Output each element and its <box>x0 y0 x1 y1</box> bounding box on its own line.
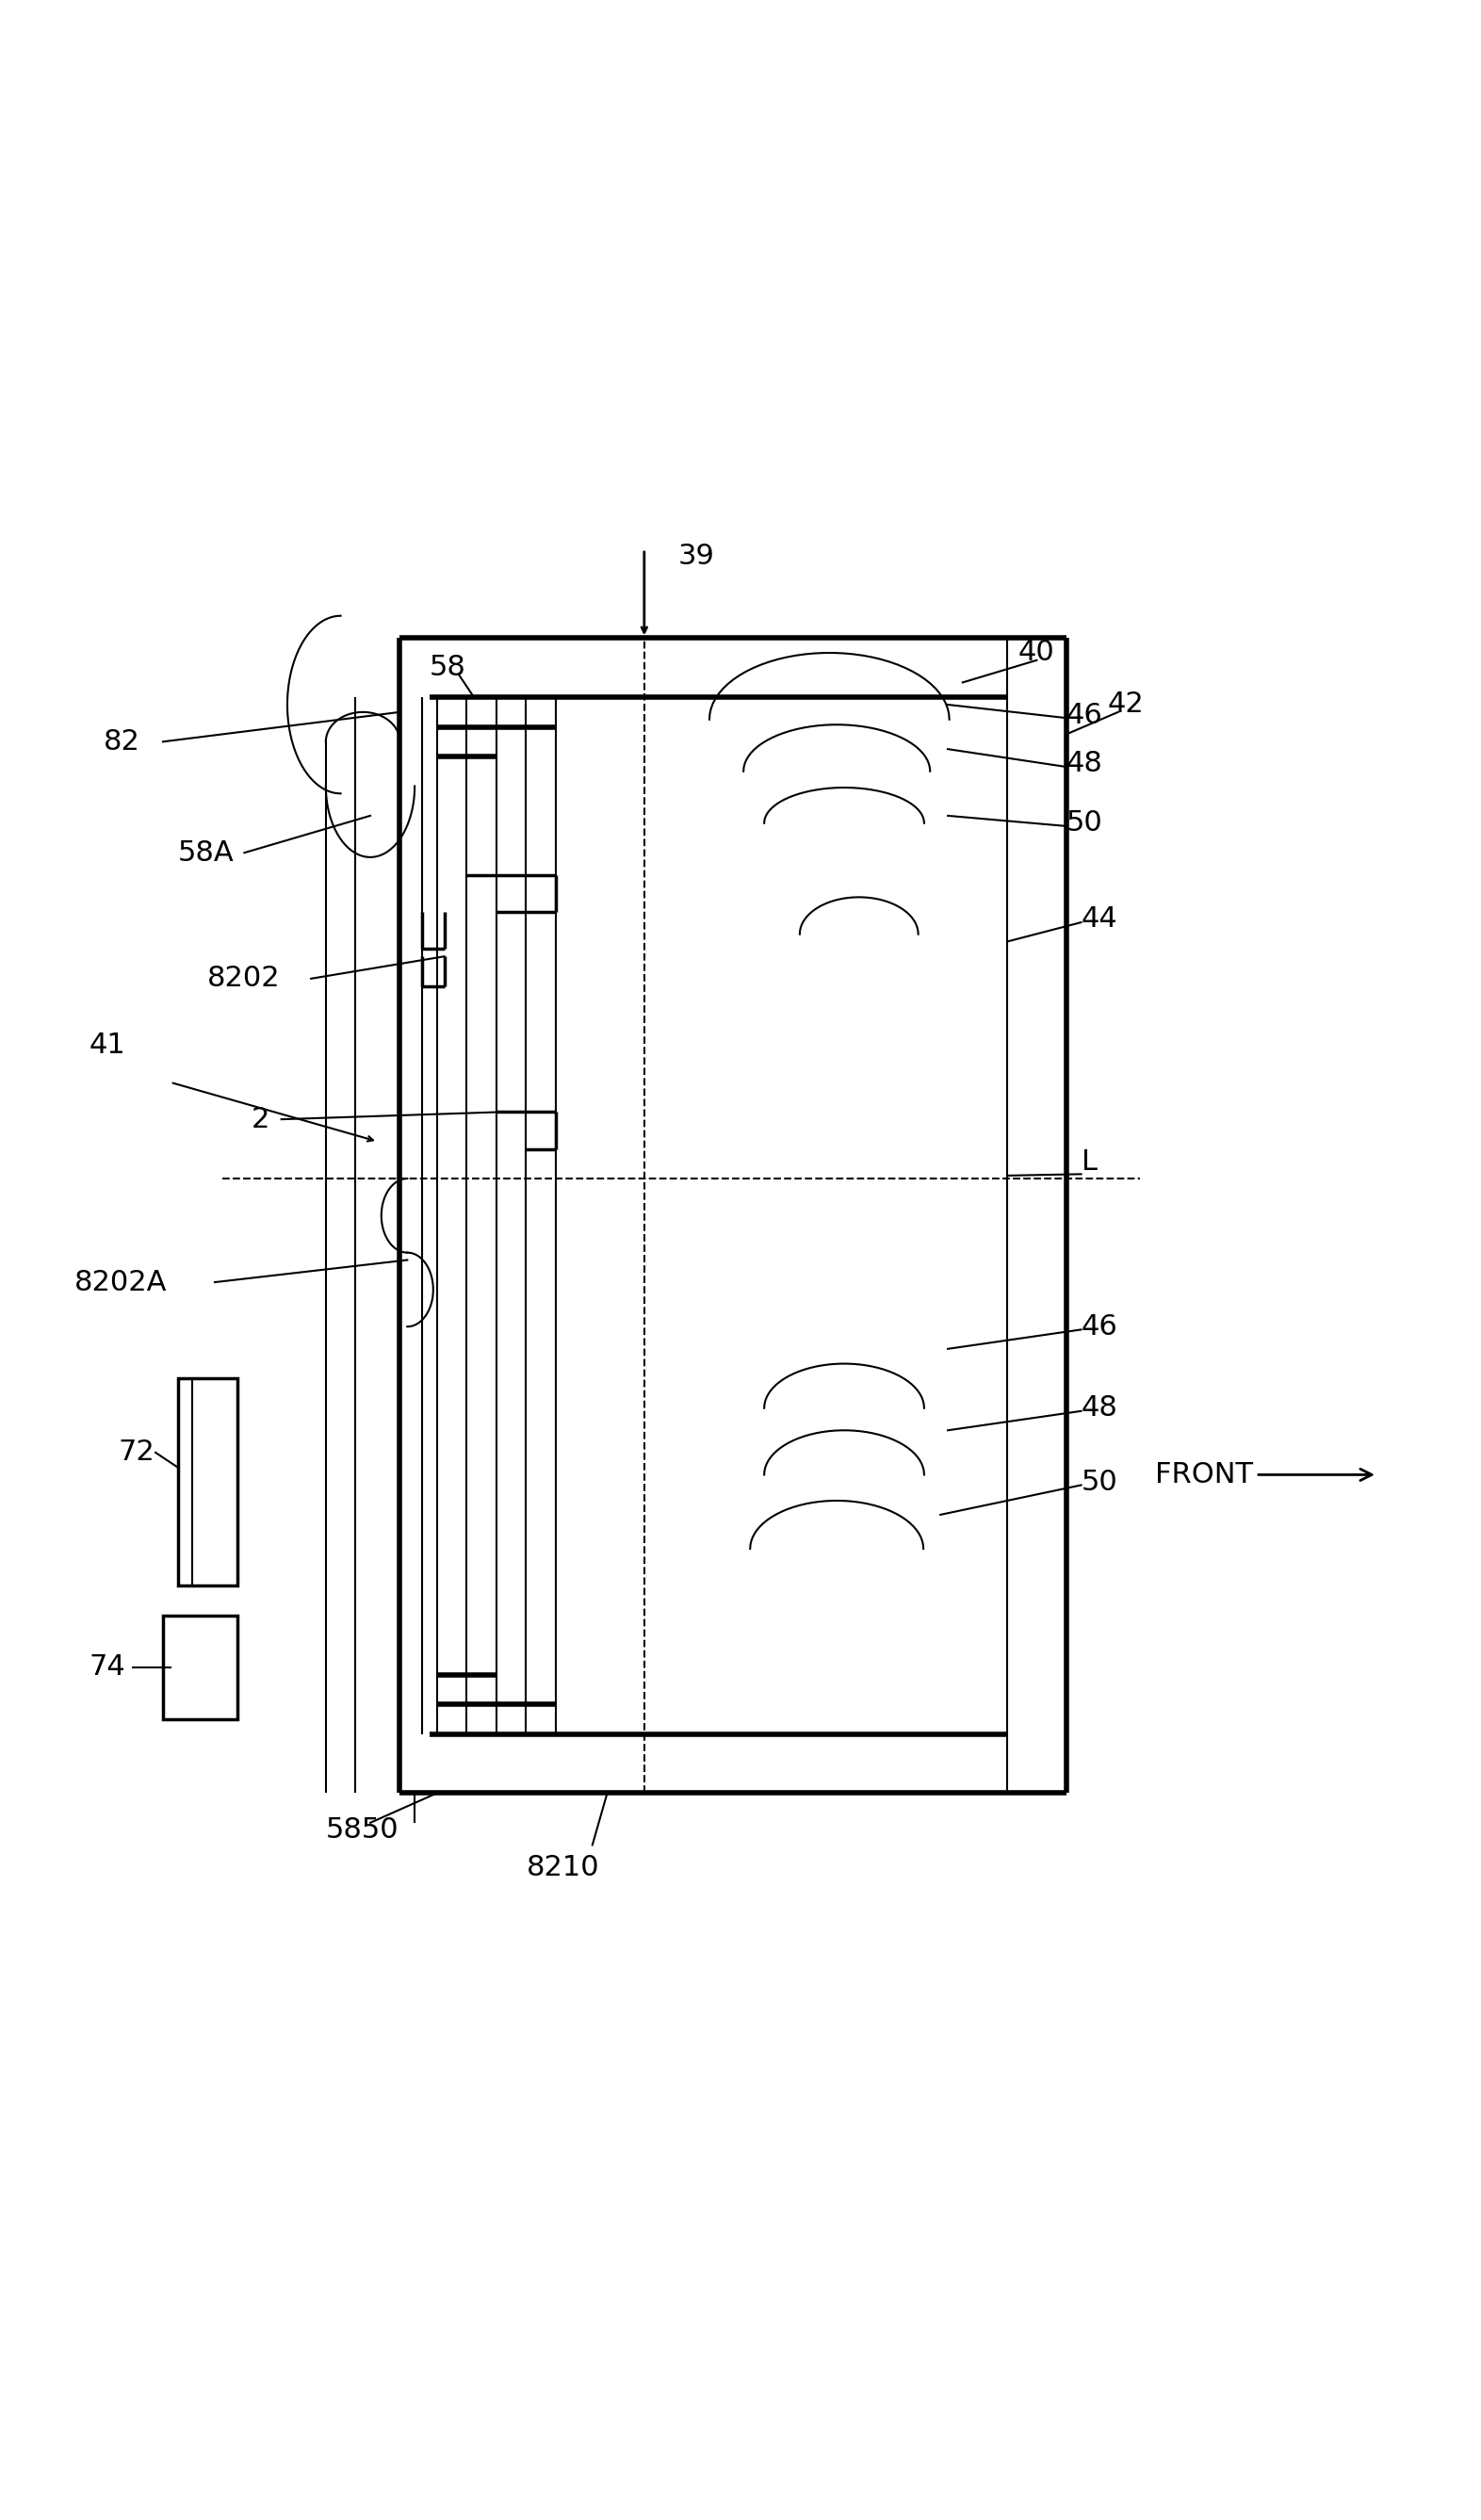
Text: 48: 48 <box>1066 751 1103 779</box>
Bar <box>163 1615 237 1719</box>
Text: 82: 82 <box>104 728 141 756</box>
Text: 50: 50 <box>1081 1469 1118 1497</box>
Text: 8210: 8210 <box>526 1855 600 1880</box>
Text: 40: 40 <box>1019 640 1054 665</box>
Text: 39: 39 <box>678 542 714 570</box>
Text: 74: 74 <box>89 1653 126 1681</box>
Text: 8202: 8202 <box>207 965 280 993</box>
Text: 5850: 5850 <box>326 1817 398 1845</box>
Text: 8202A: 8202A <box>74 1268 167 1295</box>
Bar <box>178 1378 237 1585</box>
Text: 44: 44 <box>1081 905 1118 932</box>
Text: 48: 48 <box>1081 1394 1118 1421</box>
Text: 58A: 58A <box>178 839 234 867</box>
Text: 50: 50 <box>1066 809 1103 837</box>
Text: 41: 41 <box>89 1031 126 1058</box>
Text: L: L <box>1081 1149 1097 1177</box>
Text: 42: 42 <box>1108 690 1143 718</box>
Text: 72: 72 <box>118 1439 156 1467</box>
Text: 58: 58 <box>429 655 467 680</box>
Text: 46: 46 <box>1081 1313 1118 1341</box>
Text: FRONT: FRONT <box>1155 1462 1371 1489</box>
Text: 46: 46 <box>1066 701 1103 728</box>
Text: 2: 2 <box>252 1106 270 1134</box>
